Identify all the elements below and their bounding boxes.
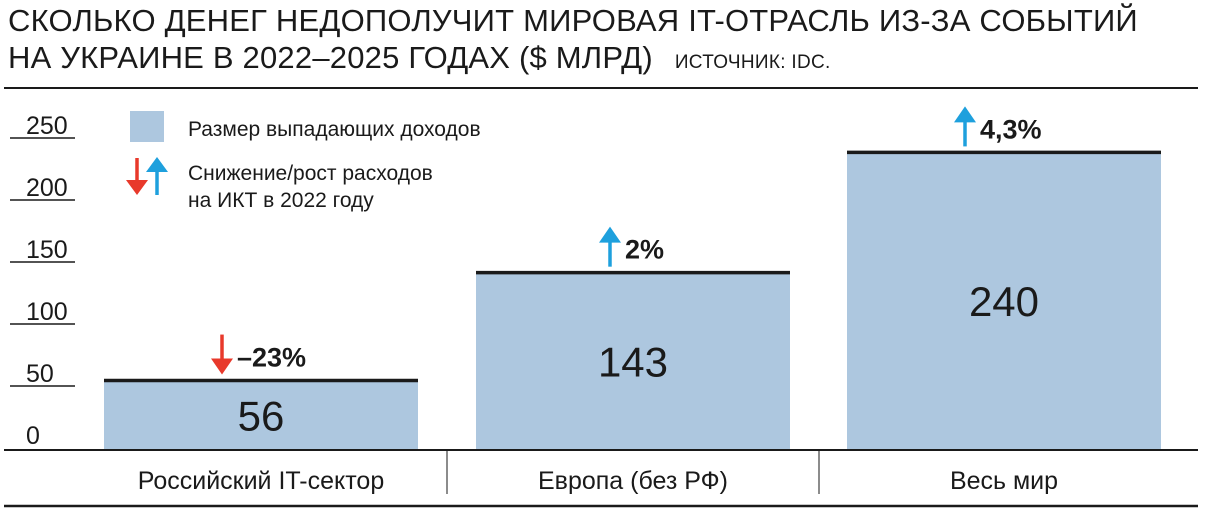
x-category-label: Российский IT-сектор xyxy=(138,467,384,495)
up-arrow-head xyxy=(599,226,621,243)
y-tick-label: 150 xyxy=(26,236,68,264)
change-indicator: –23% xyxy=(211,334,306,375)
change-label: –23% xyxy=(237,343,306,373)
legend: Размер выпадающих доходов Снижение/рост … xyxy=(126,111,481,212)
y-tick-label: 0 xyxy=(26,422,40,450)
chart-title: СКОЛЬКО ДЕНЕГ НЕДОПОЛУЧИТ МИРОВАЯ IT-ОТР… xyxy=(8,2,1138,81)
x-category-label: Весь мир xyxy=(950,467,1058,495)
y-tick-label: 50 xyxy=(26,360,54,388)
change-label: 4,3% xyxy=(980,114,1042,144)
up-arrow-icon xyxy=(146,157,168,195)
y-tick-label: 250 xyxy=(26,112,68,140)
bars: 56 –23% 143 2% 240 4,3% xyxy=(104,106,1161,450)
title-line-1: СКОЛЬКО ДЕНЕГ НЕДОПОЛУЧИТ МИРОВАЯ IT-ОТР… xyxy=(8,3,1138,38)
bar xyxy=(476,272,790,450)
legend-arrows-label-2: на ИКТ в 2022 году xyxy=(188,189,374,212)
up-arrow-head xyxy=(954,106,976,123)
y-tick-label: 200 xyxy=(26,174,68,202)
y-tick-label: 100 xyxy=(26,298,68,326)
title-line-2: НА УКРАИНЕ В 2022–2025 ГОДАХ ($ МЛРД) xyxy=(8,40,653,75)
legend-bar-swatch xyxy=(130,111,164,142)
legend-arrows-label-1: Снижение/рост расходов xyxy=(188,162,433,185)
x-category-label: Европа (без РФ) xyxy=(538,467,728,495)
bar xyxy=(847,152,1161,450)
legend-bar-label: Размер выпадающих доходов xyxy=(188,118,481,141)
down-arrow-icon xyxy=(126,158,148,195)
change-indicator: 2% xyxy=(599,226,664,267)
down-arrow-head xyxy=(211,358,233,375)
y-axis: 0 50 100 150 200 250 xyxy=(10,112,75,450)
change-label: 2% xyxy=(625,235,664,265)
bar-value-label: 143 xyxy=(598,338,668,385)
bar-value-label: 240 xyxy=(969,278,1039,325)
source-note: ИСТОЧНИК: IDC. xyxy=(674,52,831,73)
bar-value-label: 56 xyxy=(238,392,285,439)
bar xyxy=(104,380,418,450)
change-indicator: 4,3% xyxy=(954,106,1042,147)
x-axis: Российский IT-сектор Европа (без РФ) Весь … xyxy=(138,451,1058,495)
